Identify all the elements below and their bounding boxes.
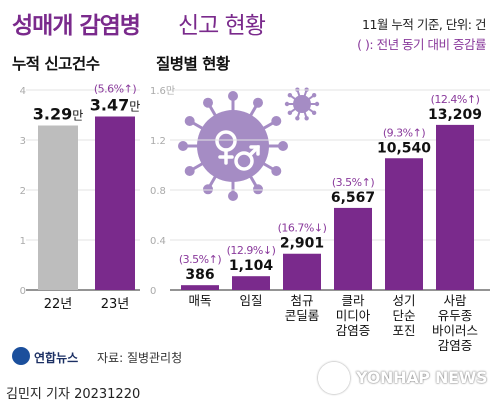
bar bbox=[385, 158, 423, 290]
data-label: 2,901 bbox=[280, 236, 324, 252]
data-label: 6,567 bbox=[331, 190, 375, 206]
x-tick-label: 바이러스 bbox=[432, 323, 478, 338]
x-tick-label: 감염증 bbox=[336, 323, 371, 338]
x-tick-label: 23년 bbox=[101, 297, 130, 312]
x-tick-label: 감염증 bbox=[438, 338, 473, 353]
female-male-symbol-icon bbox=[215, 130, 260, 171]
data-label: 3.29만 bbox=[33, 105, 84, 124]
y-tick-label: 0 bbox=[20, 286, 26, 297]
bar bbox=[232, 276, 270, 290]
x-tick-label: 매독 bbox=[188, 293, 211, 308]
data-label: 10,540 bbox=[377, 140, 431, 156]
bar bbox=[334, 207, 372, 290]
source-note: 자료: 질병관리청 bbox=[97, 351, 183, 365]
y-tick-label: 0.4 bbox=[150, 236, 166, 247]
data-label: 386 bbox=[185, 267, 214, 283]
watermark-text: YONHAP NEWS bbox=[356, 368, 488, 387]
change-note: ( ): 전년 동기 대비 증감률 bbox=[357, 37, 486, 52]
data-label: 1,104 bbox=[229, 258, 274, 274]
x-tick-label: 미디아 bbox=[336, 308, 371, 323]
y-tick-label: 0 bbox=[150, 286, 156, 297]
left-bar-chart: 0 1 2 3 4 3.29만 22년 3.47만(5.6%↑) 23년 bbox=[20, 83, 141, 313]
small-virus-icon bbox=[284, 87, 320, 121]
x-tick-label: 클라 bbox=[341, 293, 365, 308]
x-tick-label: 단순 bbox=[392, 308, 415, 323]
page-title-bold: 성매개 감염병 bbox=[12, 13, 141, 39]
bar bbox=[95, 116, 135, 290]
unit-note: 11월 누적 기준, 단위: 건 bbox=[362, 17, 487, 32]
y-tick-label: 0.8 bbox=[150, 186, 166, 197]
y-tick-label: 1.2 bbox=[150, 136, 166, 147]
change-label: (5.6%↑) bbox=[94, 83, 136, 96]
bar bbox=[436, 124, 474, 290]
y-tick-label: 4 bbox=[20, 86, 26, 97]
x-tick-label: 첨규 bbox=[290, 293, 313, 308]
change-label: (16.7%↓) bbox=[278, 222, 327, 235]
x-tick-label: 사람 bbox=[443, 293, 467, 308]
x-tick-label: 유두종 bbox=[438, 308, 473, 323]
watermark-logo-icon bbox=[318, 362, 350, 394]
y-tick-label: 3 bbox=[20, 136, 26, 147]
x-tick-label: 22년 bbox=[44, 297, 73, 312]
left-chart-title: 누적 신고건수 bbox=[12, 55, 100, 73]
x-tick-label: 포진 bbox=[392, 323, 415, 338]
change-label: (3.5%↑) bbox=[179, 253, 221, 266]
data-label: 3.47만 bbox=[90, 96, 141, 115]
y-tick-label: 1 bbox=[20, 236, 26, 247]
agency-name: 연합뉴스 bbox=[34, 351, 79, 365]
change-label: (3.5%↑) bbox=[332, 176, 374, 189]
byline: 김민지 기자 20231220 bbox=[6, 387, 141, 402]
change-label: (12.9%↓) bbox=[227, 244, 276, 257]
bar bbox=[283, 253, 321, 290]
bar bbox=[38, 125, 78, 290]
right-chart-title: 질병별 현황 bbox=[156, 55, 230, 73]
right-bar-chart: 00.40.81.21.6만386(3.5%↑)매독1,104(12.9%↓)임… bbox=[150, 85, 490, 353]
page-title-light: 신고 현황 bbox=[178, 13, 266, 39]
x-tick-label: 임질 bbox=[239, 293, 262, 308]
yonhap-logo-icon bbox=[12, 347, 30, 365]
change-label: (9.3%↑) bbox=[383, 126, 425, 139]
y-tick-label: 1.6만 bbox=[150, 85, 175, 97]
data-label: 13,209 bbox=[428, 107, 482, 123]
x-tick-label: 성기 bbox=[392, 293, 415, 308]
change-label: (12.4%↑) bbox=[431, 93, 480, 106]
x-tick-label: 콘딜롬 bbox=[285, 308, 320, 323]
y-tick-label: 2 bbox=[20, 186, 26, 197]
bar bbox=[181, 285, 219, 290]
